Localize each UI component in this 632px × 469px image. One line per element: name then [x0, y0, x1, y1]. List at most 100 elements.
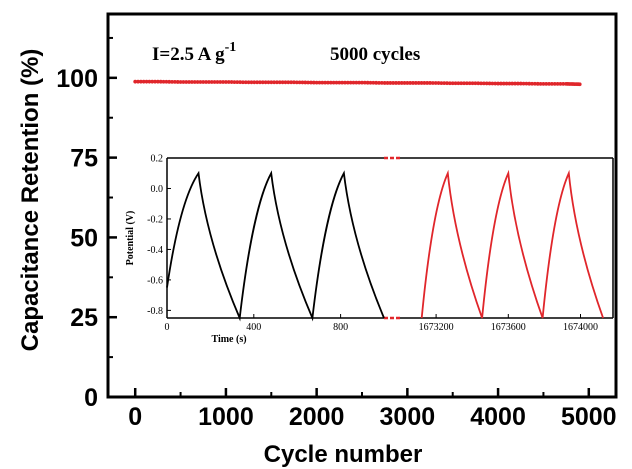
data-point	[252, 80, 257, 85]
data-point	[428, 81, 432, 85]
inset-y-tick-label: -0.4	[147, 245, 163, 256]
x-tick-label: 0	[128, 403, 142, 431]
data-point	[323, 80, 328, 85]
data-point	[507, 81, 512, 86]
data-point	[173, 80, 177, 84]
data-point	[371, 80, 376, 85]
data-point	[382, 81, 387, 85]
data-point	[260, 80, 265, 85]
data-point	[311, 80, 316, 85]
data-point	[377, 80, 381, 85]
data-point	[306, 80, 311, 85]
annotation-current: I=2.5 A g-1	[152, 40, 236, 65]
data-point	[436, 81, 441, 85]
data-point	[425, 81, 430, 85]
data-point	[348, 80, 353, 85]
data-point	[533, 81, 537, 86]
inset-x-axis-title: Time (s)	[211, 334, 246, 345]
data-point	[550, 81, 554, 86]
data-point	[391, 81, 396, 85]
data-point	[394, 81, 398, 85]
data-point	[453, 81, 458, 86]
data-point	[326, 80, 330, 85]
data-point	[402, 81, 407, 85]
data-point	[504, 81, 509, 86]
data-point	[530, 81, 534, 86]
data-point	[538, 81, 543, 86]
data-point	[496, 81, 500, 86]
data-point	[473, 81, 478, 86]
data-point	[235, 80, 240, 85]
data-point	[181, 80, 186, 84]
data-point	[433, 81, 438, 85]
y-axis-title: Capacitance Retention (%)	[17, 49, 44, 352]
data-point	[212, 80, 217, 84]
data-point	[309, 80, 313, 85]
data-point	[215, 80, 220, 84]
data-point	[175, 80, 180, 84]
x-axis-title: Cycle number	[264, 441, 423, 468]
data-point	[470, 81, 475, 86]
data-point	[320, 80, 325, 85]
data-point	[445, 81, 449, 86]
data-point	[258, 80, 262, 85]
data-point	[337, 80, 342, 85]
data-point	[379, 81, 384, 85]
inset-y-tick-label: 0.0	[151, 184, 164, 195]
data-point	[416, 81, 421, 85]
data-point	[167, 79, 172, 84]
data-point	[269, 80, 274, 85]
data-point	[413, 81, 418, 85]
inset-y-tick-label: -0.2	[147, 214, 163, 225]
inset-x-tick-label: 1673200	[419, 322, 454, 333]
data-point	[518, 81, 523, 86]
data-point	[187, 80, 191, 84]
data-point	[521, 81, 526, 86]
y-tick-label: 50	[70, 224, 98, 252]
data-point	[388, 81, 393, 85]
data-point	[374, 80, 379, 85]
data-point	[467, 81, 472, 86]
data-point	[164, 79, 169, 84]
data-point	[136, 79, 140, 84]
data-point	[334, 80, 339, 85]
inset-x-tick-label: 0	[165, 322, 170, 333]
data-point	[178, 80, 183, 84]
data-point	[439, 81, 444, 85]
data-point	[317, 80, 322, 85]
inset-series-line	[166, 170, 385, 322]
data-point	[481, 81, 486, 86]
data-point	[354, 80, 359, 85]
data-point	[158, 79, 163, 84]
inset-x-tick-label: 800	[333, 322, 348, 333]
data-point	[195, 80, 200, 84]
y-tick-label: 100	[56, 65, 98, 93]
y-tick-label: 75	[70, 145, 98, 173]
data-point	[144, 79, 149, 84]
data-point	[328, 80, 333, 85]
data-point	[340, 80, 345, 85]
data-point	[289, 80, 294, 85]
data-point	[155, 79, 160, 84]
data-point	[490, 81, 495, 86]
x-tick-label: 1000	[198, 403, 254, 431]
data-point	[357, 80, 362, 85]
data-point	[141, 79, 146, 84]
data-point	[484, 81, 489, 86]
data-point	[238, 80, 243, 85]
data-point	[150, 79, 155, 84]
data-point	[462, 81, 466, 86]
inset-x-tick-label: 400	[246, 322, 261, 333]
data-point	[266, 80, 271, 85]
data-point	[243, 80, 248, 85]
data-point	[351, 80, 356, 85]
inset-background	[167, 158, 613, 318]
data-point	[430, 81, 435, 85]
data-point	[547, 81, 551, 86]
data-point	[558, 81, 563, 86]
data-point	[442, 81, 447, 86]
data-point	[419, 81, 424, 85]
data-point	[303, 80, 308, 85]
data-point	[249, 80, 254, 85]
